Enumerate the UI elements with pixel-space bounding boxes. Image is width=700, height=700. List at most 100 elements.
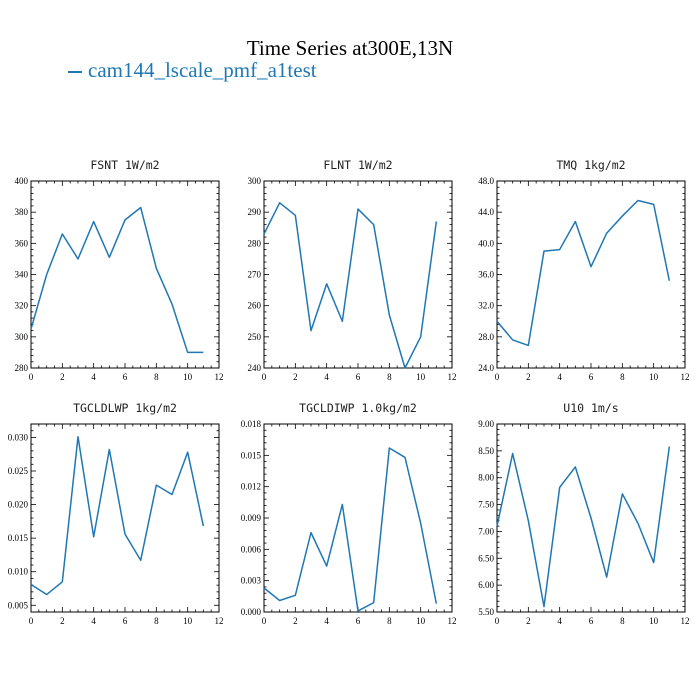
x-tick-label: 12 xyxy=(681,372,690,382)
y-tick-label: 6.00 xyxy=(478,580,494,590)
x-tick-label: 8 xyxy=(154,372,159,382)
x-tick-label: 8 xyxy=(154,616,159,626)
chart-title: U10 1m/s xyxy=(563,401,618,415)
x-tick-label: 6 xyxy=(356,616,361,626)
chart-4: TGCLDLWP 1kg/m2 0 2 4 6 8 10 12 0.005 0.010 0.015 0… xyxy=(8,401,224,626)
x-tick-label: 6 xyxy=(589,372,594,382)
x-tick-label: 10 xyxy=(649,616,659,626)
y-tick-label: 9.00 xyxy=(478,419,494,429)
y-tick-label: 360 xyxy=(15,238,29,248)
y-tick-label: 8.50 xyxy=(478,446,494,456)
y-tick-label: 0.020 xyxy=(8,500,29,510)
y-tick-label: 5.50 xyxy=(478,607,494,617)
x-tick-label: 2 xyxy=(60,372,65,382)
y-tick-label: 260 xyxy=(248,301,262,311)
y-tick-label: 0.009 xyxy=(241,513,262,523)
chart-title: FSNT 1W/m2 xyxy=(90,158,159,172)
x-tick-label: 0 xyxy=(262,616,267,626)
x-tick-label: 4 xyxy=(557,372,562,382)
chart-title: TGCLDIWP 1.0kg/m2 xyxy=(299,401,417,415)
chart-1: FSNT 1W/m2 0 2 4 6 8 10 12 280 300 320 340 360 380 400 xyxy=(15,158,224,382)
y-tick-label: 240 xyxy=(248,363,262,373)
x-tick-label: 2 xyxy=(526,616,531,626)
x-tick-label: 10 xyxy=(183,616,193,626)
y-tick-label: 32.0 xyxy=(478,301,494,311)
plot-frame xyxy=(496,180,686,369)
x-tick-label: 4 xyxy=(91,616,96,626)
y-tick-label: 0.025 xyxy=(8,466,29,476)
x-tick-label: 2 xyxy=(293,616,298,626)
y-tick-label: 48.0 xyxy=(478,176,494,186)
y-tick-label: 300 xyxy=(248,176,262,186)
y-tick-label: 0.015 xyxy=(241,450,262,460)
x-tick-label: 6 xyxy=(123,616,128,626)
y-tick-label: 320 xyxy=(15,301,29,311)
plot-frame xyxy=(263,423,453,613)
x-tick-label: 0 xyxy=(495,616,500,626)
x-tick-label: 0 xyxy=(495,372,500,382)
x-tick-label: 12 xyxy=(681,616,690,626)
chart-2: FLNT 1W/m2 0 2 4 6 8 10 12 240 250 260 270 280 290 300 xyxy=(248,158,457,382)
x-tick-label: 4 xyxy=(324,616,329,626)
x-tick-label: 0 xyxy=(262,372,267,382)
chart-title: TMQ 1kg/m2 xyxy=(556,158,625,172)
series-line xyxy=(30,436,205,596)
x-tick-label: 8 xyxy=(620,372,625,382)
x-tick-label: 0 xyxy=(29,616,34,626)
y-tick-label: 0.012 xyxy=(241,482,261,492)
x-tick-label: 10 xyxy=(649,372,659,382)
chart-title: TGCLDLWP 1kg/m2 xyxy=(73,401,177,415)
x-tick-label: 8 xyxy=(387,616,392,626)
x-tick-label: 6 xyxy=(589,616,594,626)
x-tick-label: 10 xyxy=(416,616,426,626)
y-tick-label: 40.0 xyxy=(478,238,494,248)
y-tick-label: 300 xyxy=(15,332,29,342)
x-tick-label: 6 xyxy=(123,372,128,382)
x-tick-label: 10 xyxy=(416,372,426,382)
y-tick-label: 400 xyxy=(15,176,29,186)
y-tick-label: 36.0 xyxy=(478,270,494,280)
series-line xyxy=(263,202,438,369)
y-tick-label: 0.003 xyxy=(241,576,262,586)
y-tick-label: 280 xyxy=(15,363,29,373)
y-tick-label: 7.00 xyxy=(478,526,494,536)
plot-frame xyxy=(30,180,220,369)
x-tick-label: 6 xyxy=(356,372,361,382)
y-tick-label: 7.50 xyxy=(478,500,494,510)
y-tick-label: 0.015 xyxy=(8,533,29,543)
x-tick-label: 12 xyxy=(215,616,224,626)
y-tick-label: 280 xyxy=(248,238,262,248)
y-tick-label: 270 xyxy=(248,270,262,280)
legend-line-swatch xyxy=(68,71,82,74)
x-tick-label: 4 xyxy=(91,372,96,382)
y-tick-label: 28.0 xyxy=(478,332,494,342)
legend: cam144_lscale_pmf_a1test xyxy=(68,58,317,83)
x-tick-label: 12 xyxy=(215,372,224,382)
legend-label: cam144_lscale_pmf_a1test xyxy=(88,58,317,82)
x-tick-label: 0 xyxy=(29,372,34,382)
x-tick-label: 2 xyxy=(60,616,65,626)
x-tick-label: 8 xyxy=(620,616,625,626)
chart-title: FLNT 1W/m2 xyxy=(323,158,392,172)
y-tick-label: 0.005 xyxy=(8,600,29,610)
series-line xyxy=(30,206,204,354)
y-tick-label: 250 xyxy=(248,332,262,342)
y-tick-label: 0.010 xyxy=(8,567,29,577)
y-tick-label: 6.50 xyxy=(478,553,494,563)
chart-3: TMQ 1kg/m2 0 2 4 6 8 10 12 24.0 28.0 32.0 36.0 40.0 4… xyxy=(478,158,689,382)
y-tick-label: 24.0 xyxy=(478,363,494,373)
y-tick-label: 0.018 xyxy=(241,419,262,429)
series-line xyxy=(496,446,671,608)
chart-5: TGCLDIWP 1.0kg/m2 0 2 4 6 8 10 12 0.000 0.003 0.00… xyxy=(241,401,457,626)
y-tick-label: 8.00 xyxy=(478,473,494,483)
y-tick-label: 290 xyxy=(248,207,262,217)
y-tick-label: 380 xyxy=(15,207,29,217)
x-tick-label: 12 xyxy=(448,616,457,626)
series-line xyxy=(263,447,438,612)
series-line xyxy=(496,199,671,347)
x-tick-label: 8 xyxy=(387,372,392,382)
x-tick-label: 2 xyxy=(526,372,531,382)
x-tick-label: 10 xyxy=(183,372,193,382)
